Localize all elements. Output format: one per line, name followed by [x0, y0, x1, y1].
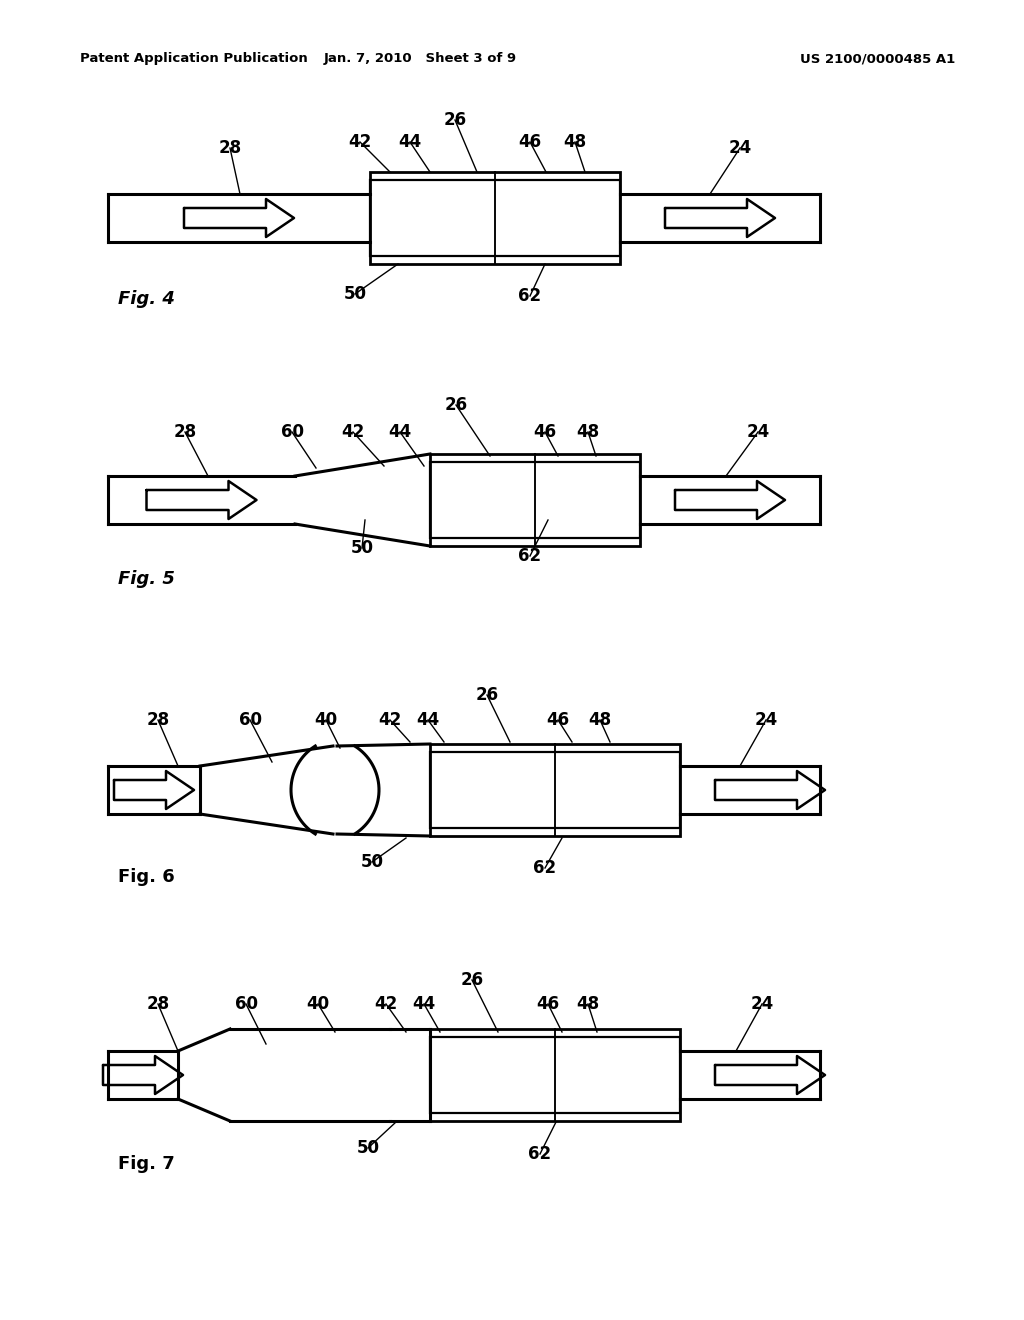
Text: 40: 40 — [314, 711, 338, 729]
Text: 46: 46 — [518, 133, 542, 150]
Text: 48: 48 — [577, 995, 600, 1012]
Text: 42: 42 — [341, 422, 365, 441]
Bar — [430, 744, 680, 836]
Text: 28: 28 — [146, 995, 170, 1012]
Text: 60: 60 — [234, 995, 257, 1012]
Text: 62: 62 — [534, 859, 557, 876]
Text: 44: 44 — [417, 711, 439, 729]
Bar — [430, 454, 640, 546]
Text: 46: 46 — [534, 422, 557, 441]
Text: 26: 26 — [443, 111, 467, 129]
Bar — [370, 172, 620, 264]
Text: 42: 42 — [379, 711, 401, 729]
Text: 48: 48 — [563, 133, 587, 150]
Text: 48: 48 — [577, 422, 600, 441]
Text: 50: 50 — [356, 1139, 380, 1158]
Text: 50: 50 — [343, 285, 367, 304]
Text: 48: 48 — [589, 711, 611, 729]
Bar — [370, 180, 620, 256]
Text: 62: 62 — [528, 1144, 552, 1163]
Text: Fig. 4: Fig. 4 — [118, 290, 175, 308]
Text: 26: 26 — [475, 686, 499, 704]
Text: Jan. 7, 2010   Sheet 3 of 9: Jan. 7, 2010 Sheet 3 of 9 — [324, 51, 516, 65]
Text: 28: 28 — [146, 711, 170, 729]
Text: 44: 44 — [398, 133, 422, 150]
Text: 46: 46 — [537, 995, 559, 1012]
Text: 42: 42 — [375, 995, 397, 1012]
Text: Fig. 6: Fig. 6 — [118, 869, 175, 886]
Text: 60: 60 — [281, 422, 303, 441]
Text: 24: 24 — [746, 422, 770, 441]
Bar — [430, 752, 680, 828]
Bar — [430, 462, 640, 539]
Bar — [430, 1038, 680, 1113]
Text: 44: 44 — [413, 995, 435, 1012]
Text: 26: 26 — [461, 972, 483, 989]
Bar — [430, 1030, 680, 1121]
Text: 50: 50 — [360, 853, 384, 871]
Text: Fig. 5: Fig. 5 — [118, 570, 175, 587]
Text: 62: 62 — [518, 286, 542, 305]
Text: 60: 60 — [239, 711, 261, 729]
Text: 28: 28 — [173, 422, 197, 441]
Text: 44: 44 — [388, 422, 412, 441]
Text: 28: 28 — [218, 139, 242, 157]
Text: 24: 24 — [751, 995, 773, 1012]
Text: 50: 50 — [350, 539, 374, 557]
Text: 40: 40 — [306, 995, 330, 1012]
Text: 24: 24 — [728, 139, 752, 157]
Text: 42: 42 — [348, 133, 372, 150]
Text: Patent Application Publication: Patent Application Publication — [80, 51, 308, 65]
Text: 26: 26 — [444, 396, 468, 414]
Text: Fig. 7: Fig. 7 — [118, 1155, 175, 1173]
Text: 24: 24 — [755, 711, 777, 729]
Text: 46: 46 — [547, 711, 569, 729]
Text: US 2100/0000485 A1: US 2100/0000485 A1 — [800, 51, 955, 65]
Text: 62: 62 — [518, 546, 542, 565]
